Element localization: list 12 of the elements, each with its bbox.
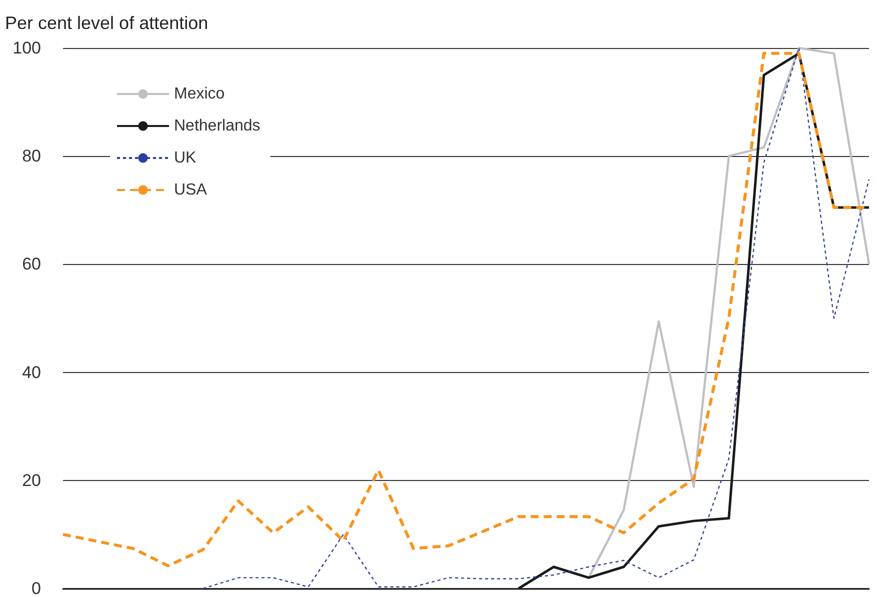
- y-tick-label: 100: [12, 38, 41, 58]
- legend-label: USA: [174, 182, 208, 198]
- y-tick-label: 20: [22, 470, 41, 490]
- y-axis-title: Per cent level of attention: [5, 13, 208, 33]
- y-tick-label: 60: [22, 254, 41, 274]
- y-tick-label: 40: [22, 362, 41, 382]
- y-tick-label: 80: [22, 146, 41, 166]
- legend-label: Mexico: [174, 86, 225, 102]
- line-series: [588, 46, 870, 579]
- legend-label: Netherlands: [174, 118, 260, 134]
- y-tick-label: 0: [32, 579, 41, 597]
- legend-label: UK: [174, 150, 197, 166]
